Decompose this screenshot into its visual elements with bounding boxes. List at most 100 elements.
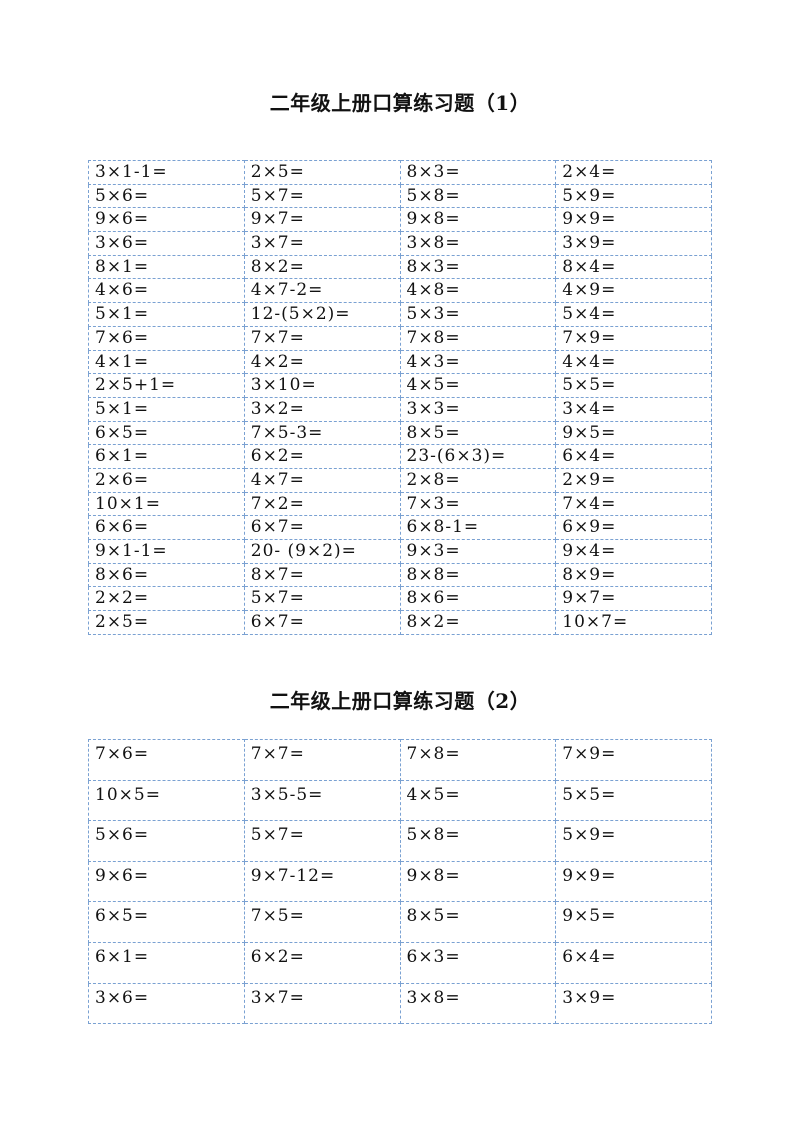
arithmetic-problem: 8×6= — [88, 562, 245, 588]
problem-row: 3×6= 3×7= 3×8= 3×9= — [88, 982, 712, 1025]
arithmetic-problem: 3×10= — [243, 373, 401, 398]
arithmetic-problem: 4×5= — [399, 373, 557, 398]
arithmetic-problem: 4×8= — [399, 278, 557, 304]
arithmetic-problem: 8×4= — [555, 254, 712, 280]
arithmetic-problem: 3×4= — [555, 396, 712, 422]
arithmetic-problem: 9×7= — [243, 207, 401, 233]
arithmetic-problem: 2×5= — [88, 610, 245, 635]
arithmetic-problem: 7×8= — [399, 325, 557, 351]
worksheet-1-title: 二年级上册口算练习题（1） — [269, 91, 531, 115]
arithmetic-problem: 8×2= — [399, 610, 557, 635]
arithmetic-problem: 8×8= — [399, 562, 557, 588]
problem-row: 5×1= 12-(5×2)= 5×3= 5×4= — [88, 302, 712, 327]
arithmetic-problem: 8×3= — [399, 160, 557, 185]
arithmetic-problem: 3×8= — [399, 231, 557, 256]
arithmetic-problem: 5×3= — [399, 302, 557, 327]
arithmetic-problem: 9×9= — [555, 860, 712, 903]
arithmetic-problem: 4×4= — [555, 349, 712, 375]
worksheet-2-title: 二年级上册口算练习题（2） — [269, 689, 531, 713]
arithmetic-problem: 6×4= — [555, 444, 712, 469]
arithmetic-problem: 7×6= — [88, 739, 245, 781]
arithmetic-problem: 9×6= — [88, 860, 245, 903]
arithmetic-problem: 5×7= — [243, 820, 401, 862]
arithmetic-problem: 23-(6×3)= — [399, 444, 557, 469]
arithmetic-problem: 7×8= — [399, 739, 557, 781]
problem-row: 10×5= 3×5-5= 4×5= 5×5= — [88, 779, 712, 822]
problem-row: 2×6= 4×7= 2×8= 2×9= — [88, 467, 712, 493]
problem-row: 9×6= 9×7= 9×8= 9×9= — [88, 207, 712, 233]
arithmetic-problem: 10×5= — [88, 779, 245, 822]
arithmetic-problem: 8×3= — [399, 254, 557, 280]
arithmetic-problem: 3×1-1= — [88, 160, 245, 185]
arithmetic-problem: 2×9= — [555, 467, 712, 493]
arithmetic-problem: 3×2= — [243, 396, 401, 422]
problem-row: 2×5+1= 3×10= 4×5= 5×5= — [88, 373, 712, 398]
problem-row: 6×1= 6×2= 23-(6×3)= 6×4= — [88, 444, 712, 469]
arithmetic-problem: 2×2= — [88, 586, 245, 612]
problem-row: 3×1-1= 2×5= 8×3= 2×4= — [88, 160, 712, 185]
problem-row: 4×1= 4×2= 4×3= 4×4= — [88, 349, 712, 375]
arithmetic-problem: 9×6= — [88, 207, 245, 233]
problem-row: 6×5= 7×5= 8×5= 9×5= — [88, 901, 712, 943]
arithmetic-problem: 2×6= — [88, 467, 245, 493]
arithmetic-problem: 5×7= — [243, 183, 401, 209]
problem-row: 9×6= 9×7-12= 9×8= 9×9= — [88, 860, 712, 903]
arithmetic-problem: 8×1= — [88, 254, 245, 280]
arithmetic-problem: 5×6= — [88, 820, 245, 862]
arithmetic-problem: 2×8= — [399, 467, 557, 493]
arithmetic-problem: 6×7= — [243, 515, 401, 540]
arithmetic-problem: 3×6= — [88, 231, 245, 256]
arithmetic-problem: 4×5= — [399, 779, 557, 822]
arithmetic-problem: 5×1= — [88, 302, 245, 327]
problem-row: 10×1= 7×2= 7×3= 7×4= — [88, 491, 712, 517]
arithmetic-problem: 8×5= — [399, 901, 557, 943]
arithmetic-problem: 8×2= — [243, 254, 401, 280]
arithmetic-problem: 7×5-3= — [243, 420, 401, 446]
arithmetic-problem: 10×7= — [555, 610, 712, 635]
problem-row: 6×6= 6×7= 6×8-1= 6×9= — [88, 515, 712, 540]
problem-row: 7×6= 7×7= 7×8= 7×9= — [88, 739, 712, 781]
arithmetic-problem: 4×2= — [243, 349, 401, 375]
arithmetic-problem: 2×4= — [555, 160, 712, 185]
arithmetic-problem: 9×7-12= — [243, 860, 401, 903]
arithmetic-problem: 5×9= — [555, 820, 712, 862]
arithmetic-problem: 8×9= — [555, 562, 712, 588]
arithmetic-problem: 7×7= — [243, 325, 401, 351]
arithmetic-problem: 3×6= — [88, 982, 245, 1025]
arithmetic-problem: 4×7= — [243, 467, 401, 493]
arithmetic-problem: 10×1= — [88, 491, 245, 517]
arithmetic-problem: 5×5= — [555, 779, 712, 822]
arithmetic-problem: 5×9= — [555, 183, 712, 209]
arithmetic-problem: 3×7= — [243, 231, 401, 256]
worksheet-2-table: 7×6= 7×7= 7×8= 7×9= 10×5= 3×5-5= 4×5= 5×5= 5×6= 5… — [88, 739, 712, 1025]
problem-row: 9×1-1= 20- (9×2)= 9×3= 9×4= — [88, 539, 712, 564]
arithmetic-problem: 5×8= — [399, 820, 557, 862]
arithmetic-problem: 7×9= — [555, 325, 712, 351]
arithmetic-problem: 7×2= — [243, 491, 401, 517]
arithmetic-problem: 8×6= — [399, 586, 557, 612]
arithmetic-problem: 9×4= — [555, 539, 712, 564]
problem-row: 2×2= 5×7= 8×6= 9×7= — [88, 586, 712, 612]
arithmetic-problem: 7×5= — [243, 901, 401, 943]
arithmetic-problem: 3×7= — [243, 982, 401, 1025]
arithmetic-problem: 2×5= — [243, 160, 401, 185]
arithmetic-problem: 8×5= — [399, 420, 557, 446]
arithmetic-problem: 9×9= — [555, 207, 712, 233]
arithmetic-problem: 6×9= — [555, 515, 712, 540]
arithmetic-problem: 4×1= — [88, 349, 245, 375]
arithmetic-problem: 7×4= — [555, 491, 712, 517]
problem-row: 7×6= 7×7= 7×8= 7×9= — [88, 325, 712, 351]
problem-row: 5×6= 5×7= 5×8= 5×9= — [88, 183, 712, 209]
arithmetic-problem: 9×3= — [399, 539, 557, 564]
arithmetic-problem: 4×6= — [88, 278, 245, 304]
problem-row: 4×6= 4×7-2= 4×8= 4×9= — [88, 278, 712, 304]
arithmetic-problem: 20- (9×2)= — [243, 539, 401, 564]
arithmetic-problem: 5×6= — [88, 183, 245, 209]
arithmetic-problem: 6×2= — [243, 941, 401, 984]
arithmetic-problem: 6×3= — [399, 941, 557, 984]
arithmetic-problem: 9×1-1= — [88, 539, 245, 564]
arithmetic-problem: 4×7-2= — [243, 278, 401, 304]
arithmetic-problem: 3×8= — [399, 982, 557, 1025]
arithmetic-problem: 4×3= — [399, 349, 557, 375]
arithmetic-problem: 7×9= — [555, 739, 712, 781]
